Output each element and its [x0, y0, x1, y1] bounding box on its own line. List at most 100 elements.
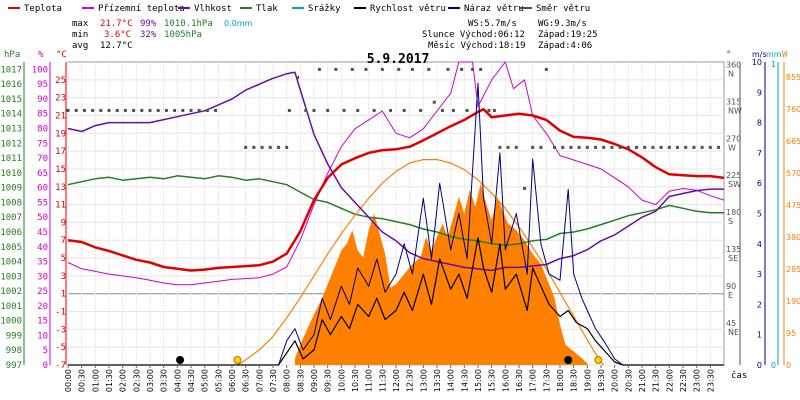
x-tick-label: 23:30	[706, 369, 715, 392]
press-tick-label: 1010	[0, 169, 22, 179]
info-sun-set: Západ:19:25	[538, 30, 598, 40]
legend-label: Srážky	[308, 4, 341, 14]
hum-tick-label: 50	[37, 213, 48, 223]
wind-direction-point	[296, 76, 300, 80]
press-tick-label: 1015	[0, 95, 22, 105]
temp-tick-label: 19	[55, 129, 66, 139]
wind-direction-point	[189, 108, 193, 112]
wind-direction-point	[602, 145, 606, 149]
hum-tick-label: 70	[37, 154, 48, 164]
legend-label: Přízemní teplota	[98, 4, 185, 14]
x-tick-label: 22:30	[679, 369, 688, 392]
wind-direction-point	[594, 145, 598, 149]
wind-direction-point	[676, 145, 680, 149]
x-tick-label: 23:00	[693, 369, 702, 392]
solar-area-group	[294, 183, 588, 365]
x-tick-label: 08:30	[296, 369, 305, 392]
wind-direction-point	[651, 145, 655, 149]
x-tick-label: 09:00	[310, 369, 319, 392]
rain-unit: mm	[766, 50, 782, 59]
stat-min-hum: 32%	[140, 30, 157, 40]
press-tick-label: 1007	[0, 213, 22, 223]
wind-direction-point	[287, 108, 291, 112]
wind-direction-point	[539, 145, 543, 149]
x-tick-label: 13:00	[419, 369, 428, 392]
wind-direction-point	[577, 145, 581, 149]
wind-direction-point	[479, 67, 483, 71]
legend-label: Směr větru	[536, 4, 590, 14]
x-tick-label: 11:00	[365, 369, 374, 392]
press-tick-label: 1016	[0, 80, 22, 90]
wind-direction-point	[99, 108, 103, 112]
hum-tick-label: 25	[37, 287, 48, 297]
press-tick-label: 997	[6, 361, 22, 371]
wind-direction-point	[553, 145, 557, 149]
hum-tick-label: 45	[37, 228, 48, 238]
dir-tick-name: E	[728, 291, 733, 300]
solar-tick-label: 665	[786, 137, 800, 146]
wind-direction-point	[380, 67, 384, 71]
dir-tick-name: S	[728, 217, 733, 226]
sun-marker	[233, 356, 242, 364]
series-n-raz-v-tru-line	[68, 82, 724, 366]
stat-max-rain: 0.0mm	[224, 19, 253, 28]
stat-avg-label: avg	[72, 41, 88, 51]
press-tick-label: 1017	[0, 65, 22, 75]
speed-tick-label: 8	[757, 119, 762, 128]
info-wg: WG:9.3m/s	[538, 19, 587, 29]
x-tick-label: 16:30	[515, 369, 524, 392]
x-tick-label: 04:30	[187, 369, 196, 392]
x-tick-label: 05:00	[201, 369, 210, 392]
wind-direction-point	[643, 145, 647, 149]
wind-direction-point	[692, 145, 696, 149]
solar-tick-label: 475	[786, 201, 800, 210]
x-tick-label: 13:30	[433, 369, 442, 392]
speed-tick-label: 1	[757, 331, 762, 340]
wind-direction-point	[498, 145, 502, 149]
wind-direction-point	[419, 108, 423, 112]
hum-tick-label: 85	[37, 110, 48, 120]
wind-direction-point	[107, 108, 111, 112]
wind-direction-point	[115, 108, 119, 112]
solar-tick-label: 855	[786, 73, 800, 82]
dir-tick-label: 90	[726, 282, 736, 291]
press-tick-label: 1005	[0, 243, 22, 253]
hum-tick-label: 60	[37, 184, 48, 194]
press-tick-label: 1011	[0, 154, 22, 164]
wind-direction-point	[123, 108, 127, 112]
temp-tick-label: -3	[55, 325, 66, 335]
dir-tick-label: 45	[726, 319, 736, 328]
solar-radiation-area	[294, 183, 588, 365]
hum-tick-label: 40	[37, 243, 48, 253]
hum-tick-label: 80	[37, 125, 48, 135]
wind-direction-point	[252, 145, 256, 149]
press-tick-label: 1008	[0, 198, 22, 208]
legend-label: Teplota	[24, 4, 62, 14]
wind-direction-point	[334, 67, 338, 71]
x-tick-label: 00:00	[64, 369, 73, 392]
press-tick-label: 1006	[0, 228, 22, 238]
info-moon-rise: Měsíc Východ:18:19	[428, 41, 526, 51]
series-rychlost-v-tru-line	[68, 237, 724, 366]
wind-direction-point	[635, 145, 639, 149]
wind-direction-point	[402, 108, 406, 112]
speed-tick-label: 6	[757, 179, 762, 188]
x-tick-label: 03:00	[146, 369, 155, 392]
wind-direction-point	[181, 108, 185, 112]
series-teplota-line	[67, 107, 725, 272]
wind-direction-point	[451, 108, 455, 112]
x-tick-label: 22:00	[665, 369, 674, 392]
x-tick-label: 07:30	[269, 369, 278, 392]
dir-tick-name: SW	[728, 180, 741, 189]
wind-direction-point	[342, 108, 346, 112]
info-sun-rise: Slunce Východ:06:12	[422, 30, 525, 40]
solar-tick-label: 190	[786, 297, 800, 306]
wind-direction-point	[260, 145, 264, 149]
hum-tick-label: 15	[37, 317, 48, 327]
solar-unit: W	[782, 50, 788, 60]
wind-direction-point	[659, 145, 663, 149]
x-tick-label: 02:30	[132, 369, 141, 392]
press-tick-label: 998	[6, 346, 22, 356]
wind-direction-point	[74, 108, 78, 112]
